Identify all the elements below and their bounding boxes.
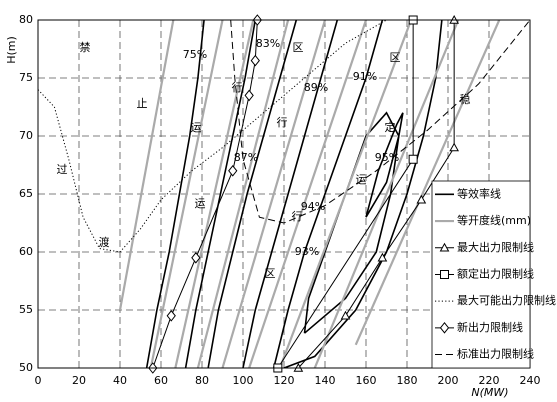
annotation: 运	[356, 173, 367, 186]
legend-label: 标准出力限制线	[457, 347, 534, 361]
marker	[408, 154, 418, 164]
x-tick-label: 40	[113, 374, 127, 387]
curve	[297, 20, 455, 368]
curve	[303, 111, 400, 334]
annotation: 行	[292, 210, 303, 223]
curve	[230, 20, 530, 224]
x-tick-label: 100	[233, 374, 254, 387]
legend-label: 最大可能出力限制线	[457, 293, 556, 307]
curve	[272, 20, 384, 368]
annotation: 行	[232, 81, 243, 94]
annotation: 过	[57, 163, 68, 176]
annotation: 运	[191, 121, 202, 134]
legend-label: 等效率线	[457, 186, 501, 200]
marker	[340, 310, 351, 320]
x-tick-label: 200	[438, 374, 459, 387]
annotation: 稳	[460, 92, 471, 106]
legend-label: 新出力限制线	[457, 320, 523, 334]
x-tick-label: 240	[520, 374, 541, 387]
annotation: 87%	[234, 151, 258, 164]
annotation: 止	[137, 97, 148, 110]
legend-label: 最大出力限制线	[457, 240, 534, 254]
marker	[377, 252, 388, 262]
marker	[228, 164, 238, 177]
curve	[242, 20, 339, 368]
curve	[118, 20, 175, 311]
annotation: 渡	[99, 235, 110, 249]
plot	[38, 20, 530, 368]
marker	[439, 322, 450, 334]
curve	[248, 20, 368, 368]
annotation: 83%	[256, 37, 280, 50]
marker	[449, 142, 459, 152]
x-tick-label: 20	[72, 374, 86, 387]
x-tick-label: 0	[35, 374, 42, 387]
y-tick-label: 50	[19, 361, 33, 374]
annotation: 91%	[353, 70, 377, 83]
y-tick-label: 80	[19, 13, 33, 26]
x-tick-label: 120	[274, 374, 295, 387]
marker	[244, 89, 254, 102]
curve	[207, 20, 298, 368]
curve	[38, 20, 387, 253]
marker	[191, 251, 201, 264]
annotation: 区	[265, 267, 276, 280]
marker	[440, 269, 449, 279]
x-tick-label: 160	[356, 374, 377, 387]
annotation: 运	[195, 197, 206, 210]
curve	[221, 20, 327, 368]
curve	[278, 20, 413, 368]
annotation: 94%	[301, 200, 325, 213]
curve	[313, 20, 460, 368]
curve	[149, 20, 224, 368]
y-tick-label: 65	[19, 187, 33, 200]
y-tick-label: 75	[19, 71, 33, 84]
annotation: 禁	[80, 41, 91, 54]
annotation: 定	[385, 120, 396, 134]
y-tick-label: 55	[19, 303, 33, 316]
annotation: 区	[390, 51, 401, 64]
marker	[439, 242, 450, 252]
curve	[354, 20, 501, 346]
curve	[196, 20, 290, 368]
marker	[416, 194, 427, 204]
y-axis-label: H(m)	[5, 36, 18, 64]
annotation: 75%	[183, 48, 207, 61]
legend-label: 额定出力限制线	[457, 266, 534, 280]
x-axis-label: N(MW)	[471, 386, 508, 399]
annotation: 89%	[304, 81, 328, 94]
curve	[184, 20, 257, 368]
curve	[174, 20, 255, 368]
legend-label: 等开度线(mm)	[457, 213, 531, 227]
marker	[250, 54, 260, 67]
y-tick-label: 70	[19, 129, 33, 142]
curve	[145, 20, 205, 368]
x-tick-label: 80	[195, 374, 209, 387]
x-tick-label: 140	[315, 374, 336, 387]
x-tick-label: 180	[397, 374, 418, 387]
annotation: 93%	[295, 245, 319, 258]
marker	[166, 309, 176, 322]
annotation: 区	[293, 41, 304, 54]
annotation: 95%	[375, 151, 399, 164]
curve	[365, 112, 404, 218]
x-tick-label: 220	[479, 374, 500, 387]
y-tick-label: 60	[19, 245, 33, 258]
x-tick-label: 60	[154, 374, 168, 387]
annotation: 行	[277, 116, 288, 129]
